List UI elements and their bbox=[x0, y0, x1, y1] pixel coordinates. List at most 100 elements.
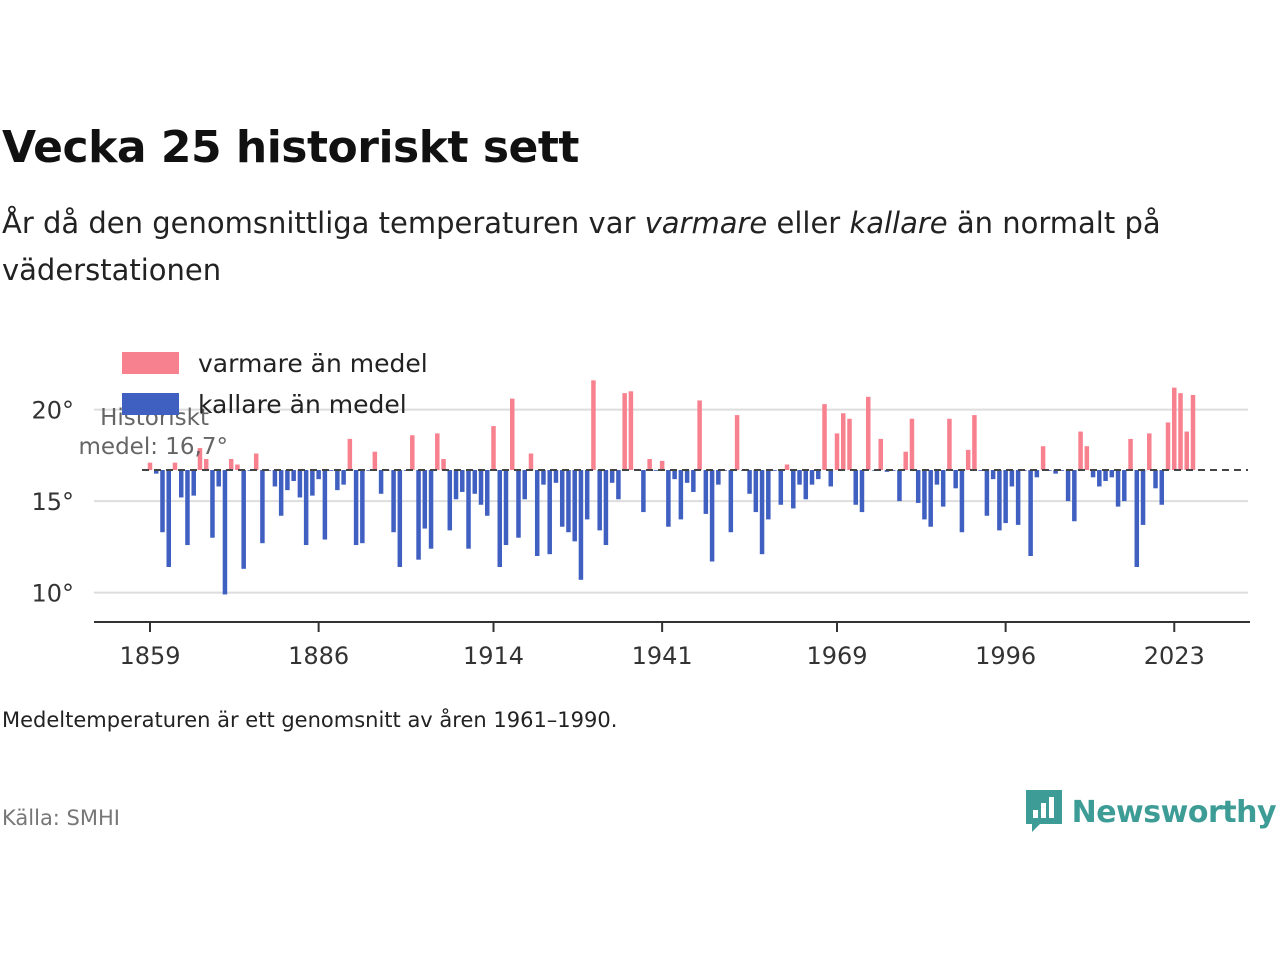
bar-warm bbox=[697, 400, 702, 470]
bar-warm bbox=[622, 393, 627, 470]
bar-cold bbox=[553, 470, 559, 483]
bar-cold bbox=[1015, 470, 1021, 525]
bar-cold bbox=[603, 470, 609, 546]
bar-cold bbox=[1097, 470, 1102, 487]
bar-cold bbox=[609, 470, 615, 483]
bar-cold bbox=[890, 470, 896, 471]
bar-cold bbox=[247, 470, 253, 471]
bar-cold bbox=[828, 470, 834, 487]
bar-cold bbox=[691, 470, 696, 492]
bar-cold bbox=[853, 470, 858, 505]
bar-cold bbox=[747, 470, 752, 494]
bar-cold bbox=[791, 470, 796, 509]
bar-cold bbox=[428, 470, 434, 549]
x-axis: 1859 1886 1914 1941 1969 1996 2023 bbox=[119, 622, 1205, 670]
y-tick-label: 10° bbox=[31, 580, 74, 608]
bar-cold bbox=[416, 470, 421, 560]
bar-cold bbox=[378, 470, 384, 494]
bar-cold bbox=[1047, 470, 1052, 471]
bar-cold bbox=[453, 470, 459, 500]
x-tick-label: 1969 bbox=[806, 642, 867, 670]
bar-cold bbox=[322, 470, 328, 540]
bar-cold bbox=[272, 470, 278, 487]
legend-label-warm: varmare än medel bbox=[198, 349, 428, 378]
bar-cold bbox=[222, 470, 228, 595]
bar-warm bbox=[1128, 438, 1133, 470]
x-tick-label: 1886 bbox=[288, 642, 349, 670]
bar-cold bbox=[1103, 470, 1108, 481]
bar-cold bbox=[1140, 470, 1146, 525]
bar-warm bbox=[784, 464, 790, 470]
bar-cold bbox=[447, 470, 453, 531]
bar-cold bbox=[1122, 470, 1127, 502]
bar-cold bbox=[522, 470, 527, 500]
bar-warm bbox=[435, 433, 440, 470]
grid-lines bbox=[94, 408, 1248, 594]
bar-cold bbox=[360, 470, 365, 544]
bar-cold bbox=[1009, 470, 1015, 487]
bar-cold bbox=[803, 470, 809, 500]
bar-cold bbox=[684, 470, 690, 483]
subtitle-text: än normalt på väderstationen bbox=[2, 206, 1161, 287]
bar-cold bbox=[641, 470, 646, 513]
bar-cold bbox=[285, 470, 290, 491]
bar-cold bbox=[1059, 470, 1065, 471]
bar-warm bbox=[1078, 431, 1083, 470]
bar-cold bbox=[934, 470, 940, 485]
bar-cold bbox=[297, 470, 303, 498]
legend: varmare än medel kallare än medel bbox=[122, 349, 428, 419]
bar-cold bbox=[185, 470, 190, 546]
bar-warm bbox=[253, 453, 259, 470]
bar-cold bbox=[559, 470, 565, 527]
bar-cold bbox=[703, 470, 709, 514]
bar-cold bbox=[216, 470, 221, 487]
bar-cold bbox=[534, 470, 540, 557]
bar-warm bbox=[591, 380, 596, 470]
bar-cold bbox=[422, 470, 428, 529]
bar-cold bbox=[497, 470, 502, 567]
bar-warm bbox=[965, 449, 971, 470]
bar-warm bbox=[509, 398, 515, 470]
bar-cold bbox=[341, 470, 346, 485]
bar-warm bbox=[972, 415, 977, 470]
bar-cold bbox=[940, 470, 946, 507]
bar-warm bbox=[878, 438, 883, 470]
bar-cold bbox=[1003, 470, 1008, 524]
bar-cold bbox=[753, 470, 759, 513]
bar-cold bbox=[472, 470, 478, 494]
bar-cold bbox=[1090, 470, 1096, 478]
bar-warm bbox=[1172, 387, 1177, 470]
subtitle-text: År då den genomsnittliga temperaturen va… bbox=[2, 206, 645, 240]
bar-cold bbox=[709, 470, 715, 562]
bar-warm bbox=[147, 462, 153, 470]
bar-cold bbox=[154, 470, 159, 474]
bar-warm bbox=[734, 415, 740, 470]
bar-cold bbox=[303, 470, 309, 546]
bar-cold bbox=[466, 470, 471, 549]
bar-cold bbox=[984, 470, 990, 516]
bar-warm bbox=[372, 451, 378, 470]
bar-cold bbox=[928, 470, 933, 527]
bar-cold bbox=[191, 470, 196, 496]
bar-warm bbox=[491, 426, 496, 470]
bar-cold bbox=[1072, 470, 1077, 522]
bar-warm bbox=[1165, 422, 1171, 470]
legend-label-cold: kallare än medel bbox=[198, 390, 407, 419]
x-tick-label: 2023 bbox=[1144, 642, 1205, 670]
bar-cold bbox=[366, 470, 371, 471]
bar-cold bbox=[1028, 470, 1033, 557]
bar-cold bbox=[597, 470, 602, 531]
bar-cold bbox=[616, 470, 621, 500]
bar-warm bbox=[528, 453, 534, 470]
bar-cold bbox=[772, 470, 777, 471]
bar-cold bbox=[859, 470, 865, 513]
x-tick-label: 1859 bbox=[119, 642, 180, 670]
bar-cold bbox=[978, 470, 983, 471]
bar-cold bbox=[566, 470, 571, 533]
bars bbox=[147, 380, 1196, 595]
bar-cold bbox=[160, 470, 165, 533]
bar-warm bbox=[235, 464, 240, 470]
bar-cold bbox=[897, 470, 902, 502]
bar-warm bbox=[1084, 446, 1090, 470]
brand-logo: Newsworthy bbox=[1025, 790, 1277, 834]
